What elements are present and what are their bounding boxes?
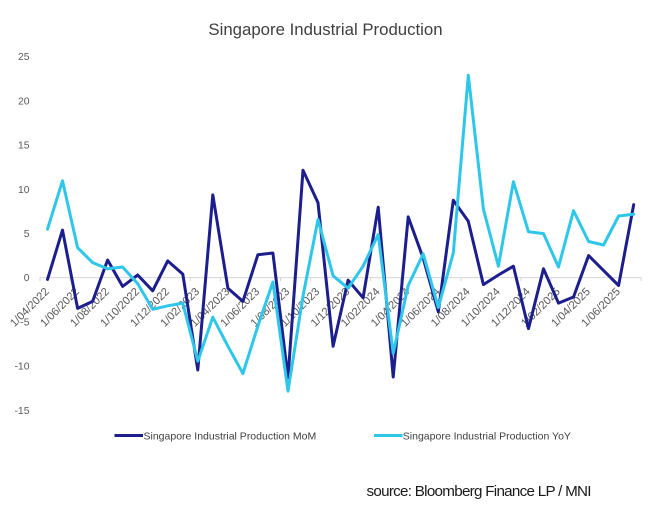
svg-text:source: Bloomberg Finance LP /: source: Bloomberg Finance LP / MNI: [367, 483, 591, 500]
svg-text:20: 20: [18, 96, 30, 107]
svg-text:-5: -5: [20, 318, 29, 329]
svg-text:25: 25: [18, 52, 30, 63]
svg-text:Singapore Industrial Productio: Singapore Industrial Production MoM: [144, 431, 317, 443]
svg-text:15: 15: [18, 141, 30, 152]
svg-text:Singapore Industrial Productio: Singapore Industrial Production: [208, 20, 442, 39]
svg-text:-15: -15: [14, 406, 29, 417]
svg-text:Singapore Industrial Productio: Singapore Industrial Production YoY: [403, 431, 571, 443]
svg-text:10: 10: [18, 185, 30, 196]
svg-text:5: 5: [24, 229, 30, 240]
svg-text:0: 0: [24, 273, 30, 284]
svg-text:-10: -10: [14, 362, 29, 373]
